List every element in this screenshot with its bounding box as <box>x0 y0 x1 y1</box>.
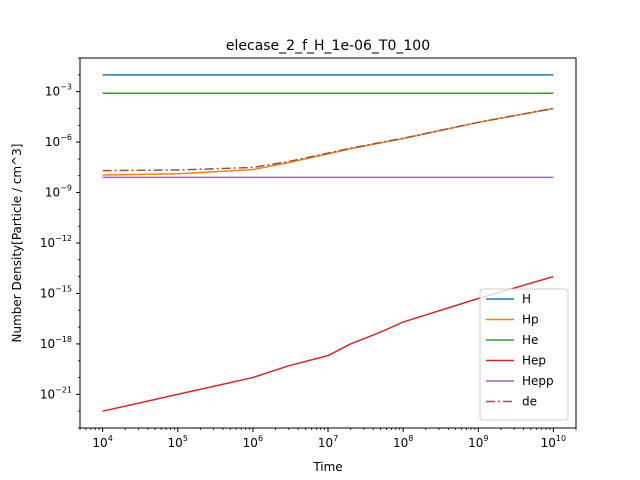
x-tick-exponent: 6 <box>258 434 263 443</box>
x-tick-exponent: 4 <box>108 434 113 443</box>
legend-label-h: H <box>522 292 531 306</box>
legend-box <box>479 288 569 421</box>
y-tick-label: 10−15 <box>40 284 72 300</box>
y-tick-exponent: −15 <box>55 284 72 293</box>
y-tick-label: 10−9 <box>45 184 72 200</box>
legend-label-he: He <box>522 333 538 347</box>
y-tick-base: 10 <box>45 135 60 149</box>
y-tick-base: 10 <box>40 387 55 401</box>
y-tick-exponent: −3 <box>60 83 72 92</box>
series-line-hep <box>102 275 554 412</box>
y-tick-exponent: −21 <box>55 385 72 394</box>
y-tick-base: 10 <box>40 337 55 351</box>
x-tick-base: 10 <box>468 436 483 450</box>
x-tick-base: 10 <box>92 436 107 450</box>
legend: H Hp He Hep Hepp de <box>479 288 569 421</box>
x-tick-label: 107 <box>318 434 338 450</box>
y-tick-base: 10 <box>45 186 60 200</box>
y-tick-exponent: −6 <box>60 133 72 142</box>
y-tick-label: 10−18 <box>40 335 72 351</box>
x-tick-exponent: 9 <box>483 434 488 443</box>
x-tick-exponent: 10 <box>556 434 566 443</box>
y-axis-label: Number Density[Particle / cm^3] <box>10 144 24 343</box>
x-axis: 104 105 106 107 108 109 1010 <box>79 428 577 450</box>
y-tick-label: 10−21 <box>40 385 72 401</box>
y-tick-base: 10 <box>40 236 55 250</box>
y-tick-exponent: −18 <box>55 335 72 344</box>
x-tick-base: 10 <box>318 436 333 450</box>
x-tick-label: 1010 <box>541 434 566 450</box>
x-tick-exponent: 5 <box>183 434 188 443</box>
x-tick-exponent: 7 <box>333 434 338 443</box>
y-tick-base: 10 <box>45 85 60 99</box>
y-tick-base: 10 <box>40 286 55 300</box>
x-tick-label: 106 <box>243 434 263 450</box>
y-tick-label: 10−12 <box>40 234 72 250</box>
legend-label-hp: Hp <box>522 313 539 327</box>
x-tick-base: 10 <box>168 436 183 450</box>
y-tick-exponent: −12 <box>55 234 72 243</box>
y-tick-label: 10−3 <box>45 83 72 99</box>
x-tick-label: 105 <box>168 434 188 450</box>
y-tick-label: 10−6 <box>45 133 72 149</box>
x-tick-label: 108 <box>393 434 413 450</box>
chart-title: elecase_2_f_H_1e-06_T0_100 <box>226 38 430 54</box>
x-tick-base: 10 <box>243 436 258 450</box>
x-tick-exponent: 8 <box>408 434 413 443</box>
x-axis-label: Time <box>312 460 342 474</box>
x-tick-base: 10 <box>541 436 556 450</box>
y-tick-exponent: −9 <box>60 184 72 193</box>
plot-area <box>102 74 554 412</box>
series-line-de <box>102 107 554 172</box>
legend-label-hep: Hep <box>522 354 546 368</box>
x-tick-base: 10 <box>393 436 408 450</box>
legend-label-de: de <box>522 395 537 409</box>
x-tick-label: 109 <box>468 434 488 450</box>
legend-label-hepp: Hepp <box>522 374 554 388</box>
x-tick-label: 104 <box>92 434 112 450</box>
